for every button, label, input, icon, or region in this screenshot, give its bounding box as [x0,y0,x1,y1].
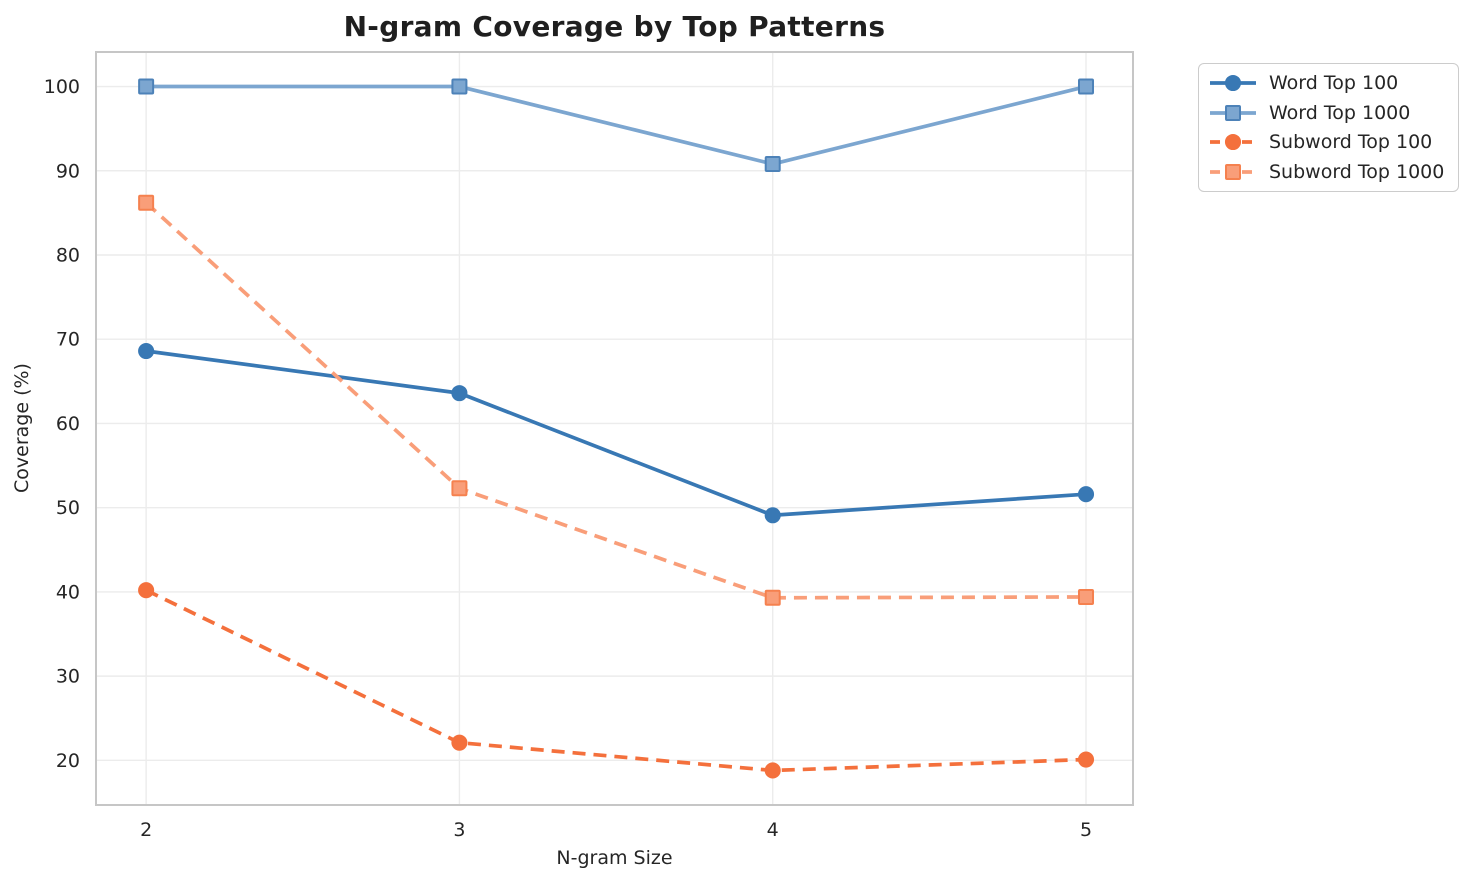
x-axis-label: N-gram Size [556,847,673,869]
marker-word-top-1000 [764,156,781,173]
marker-subword-top-1000 [138,194,155,211]
legend-item-word-top-1000: Word Top 1000 [1208,99,1452,127]
legend-item-subword-top-1000: Subword Top 1000 [1208,158,1452,186]
legend-label-word-top-100: Word Top 100 [1269,72,1399,95]
marker-subword-top-1000 [764,589,781,606]
series-subword-top-100 [138,582,1095,779]
y-tick-label: 100 [44,76,80,98]
y-tick-label: 90 [56,160,80,182]
x-tick-label: 5 [1080,819,1092,841]
marker-subword-top-100 [451,734,468,751]
series-line-subword-top-1000 [144,201,1087,600]
marker-subword-top-1000 [451,480,468,497]
chart-title: N-gram Coverage by Top Patterns [343,10,886,43]
y-axis-label: Coverage (%) [11,363,33,493]
x-tick-label: 2 [140,819,152,841]
y-tick-label: 80 [56,244,80,266]
marker-word-top-100 [451,385,468,402]
legend-item-word-top-100: Word Top 100 [1208,69,1452,97]
y-tick-label: 30 [56,666,80,688]
legend-item-subword-top-100: Subword Top 100 [1208,128,1452,156]
series-word-top-1000 [138,78,1095,173]
marker-subword-top-100 [138,582,155,599]
series-word-top-100 [138,342,1095,524]
legend-sample-subword-top-100 [1210,134,1256,151]
y-tick-label: 60 [56,413,80,435]
series-line-word-top-1000 [146,84,1087,166]
marker-word-top-1000 [1078,78,1095,95]
marker-subword-top-1000 [1078,588,1095,605]
marker-word-top-100 [1077,486,1095,503]
y-tick-label: 70 [56,329,80,351]
legend-sample-subword-top-1000 [1210,163,1256,180]
legend-label-subword-top-1000: Subword Top 1000 [1269,160,1445,183]
gridlines [96,52,1133,805]
legend-label-word-top-1000: Word Top 1000 [1269,101,1411,124]
marker-word-top-100 [764,507,781,524]
x-tick-label: 3 [453,819,465,841]
marker-subword-top-100 [1077,751,1095,768]
series-line-subword-top-100 [145,588,1087,773]
legend-label-subword-top-100: Subword Top 100 [1269,131,1433,154]
plot-spines [95,51,1134,806]
series-subword-top-1000 [138,194,1095,606]
marker-word-top-1000 [138,78,155,95]
x-tick-label: 4 [767,819,779,841]
series-line-word-top-100 [145,349,1087,518]
marker-word-top-1000 [451,78,468,95]
tick-labels: 20 30 40 50 60 70 80 90 100 2 3 4 5 [44,76,1092,841]
legend-sample-word-top-1000 [1210,104,1256,121]
y-tick-label: 50 [56,497,80,519]
legend-sample-word-top-100 [1210,75,1256,92]
y-tick-label: 20 [56,750,80,772]
legend: Word Top 100 Word Top 1000 Subword Top 100… [1198,63,1459,192]
marker-subword-top-100 [764,762,781,779]
marker-word-top-100 [138,342,155,360]
y-tick-label: 40 [56,581,80,603]
